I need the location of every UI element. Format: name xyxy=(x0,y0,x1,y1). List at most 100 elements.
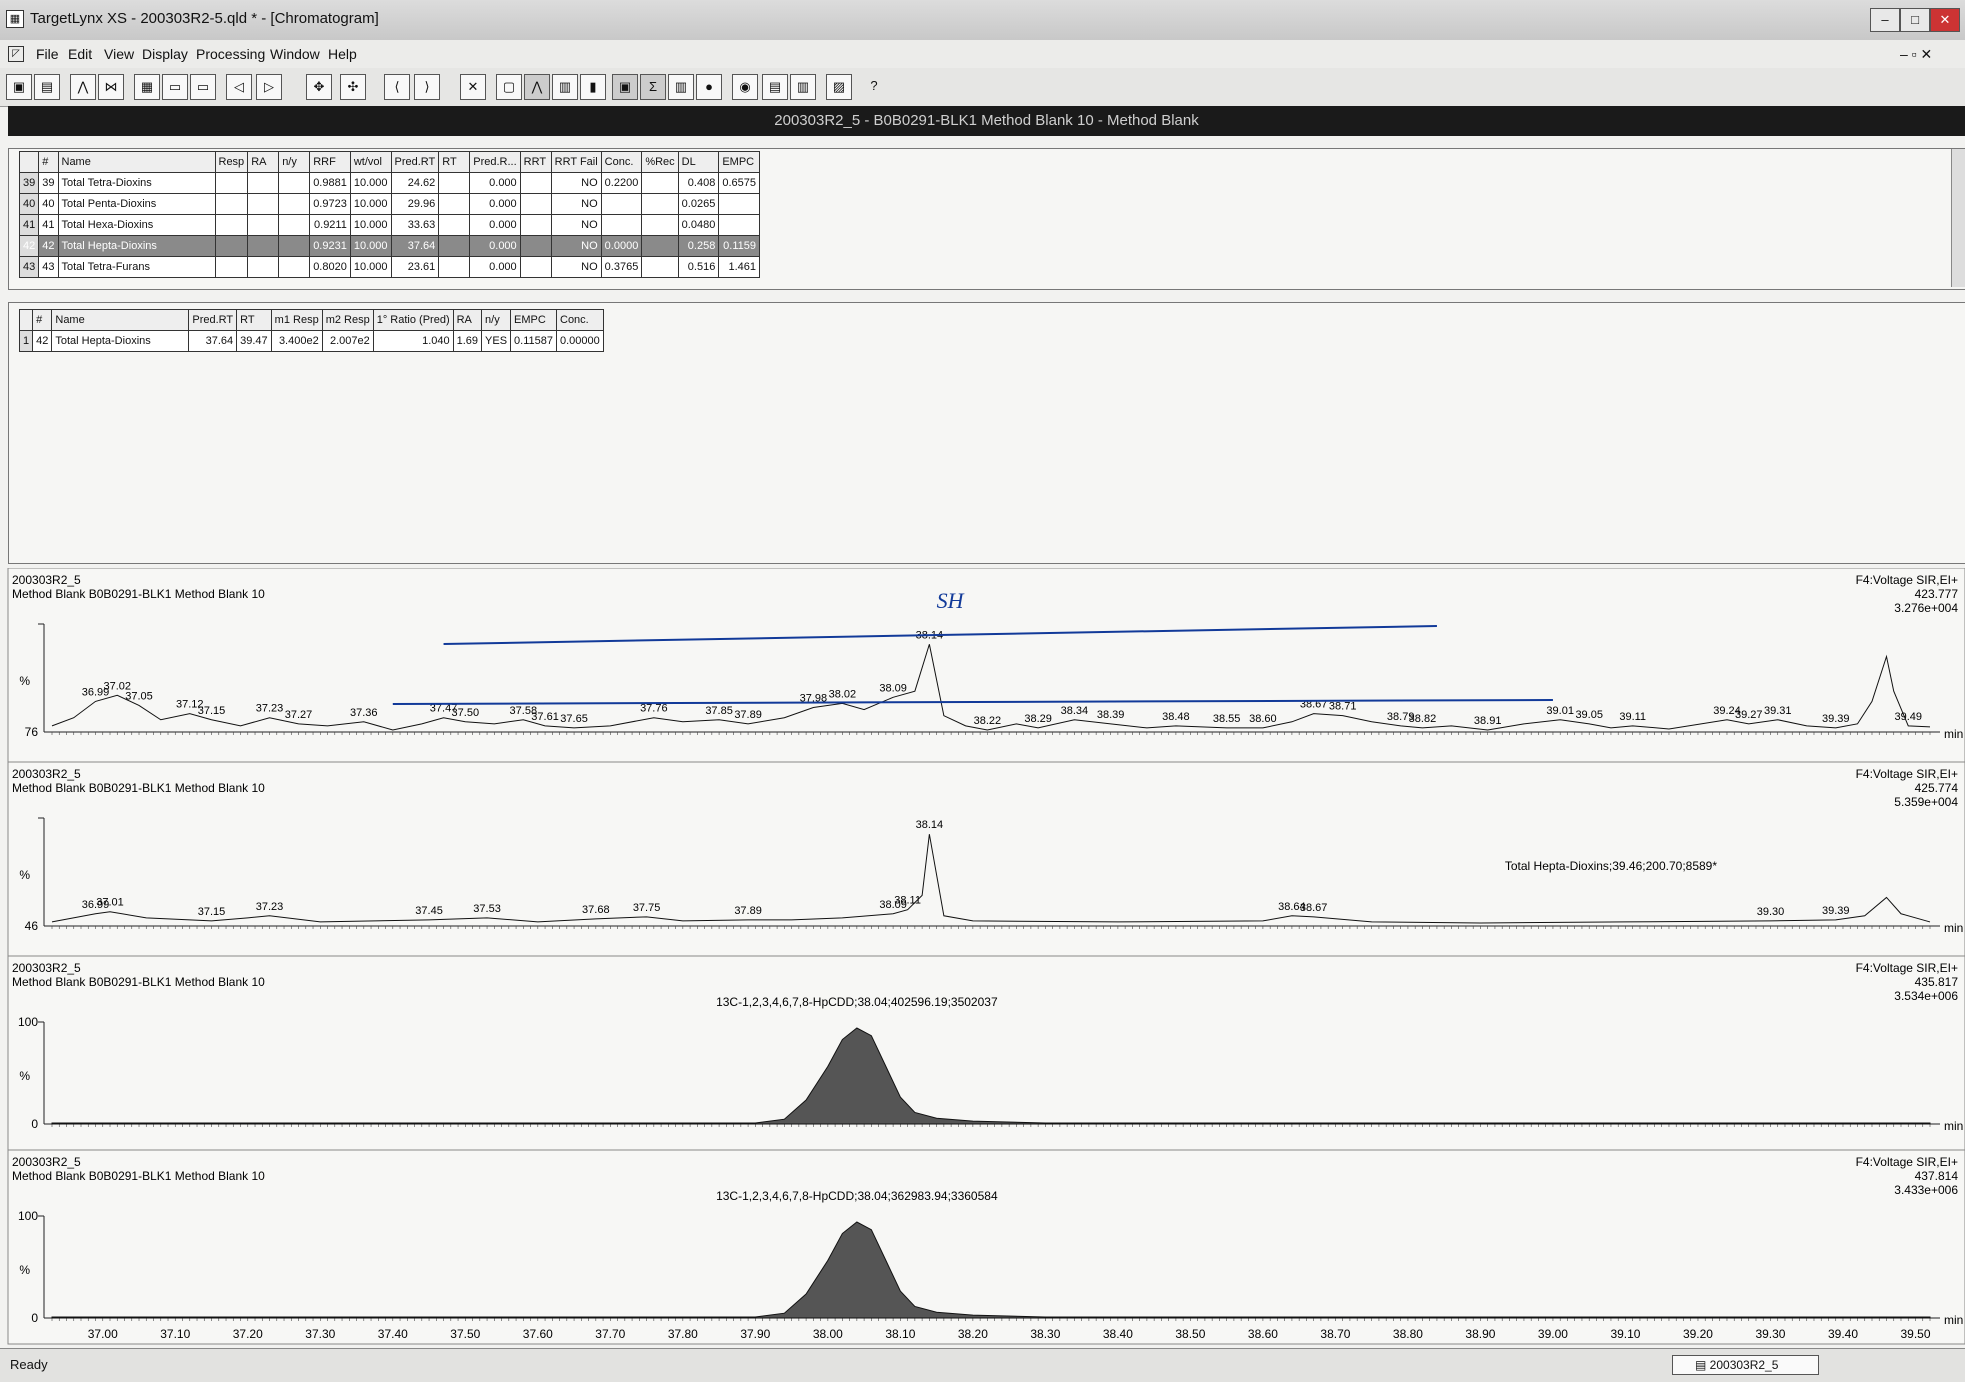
menu-help[interactable]: Help xyxy=(328,46,357,62)
menu-display[interactable]: Display xyxy=(142,46,188,62)
print-icon[interactable]: ▨ xyxy=(826,74,852,100)
column-header[interactable]: RA xyxy=(452,309,483,331)
bracket-left-icon[interactable]: ⟨ xyxy=(384,74,410,100)
layout-icon[interactable]: ▣ xyxy=(612,74,638,100)
column-header[interactable]: Name xyxy=(57,151,216,173)
column-header[interactable]: wt/vol xyxy=(349,151,392,173)
peak-label: 38.09 xyxy=(879,899,907,911)
column-header[interactable]: m2 Resp xyxy=(321,309,374,331)
table-row[interactable]: 42 42 Total Hepta-Dioxins 0.9231 10.000 37.64… xyxy=(18,235,760,257)
column-header[interactable]: DL xyxy=(677,151,720,173)
column-header[interactable]: EMPC xyxy=(510,309,557,331)
chromatogram-icon[interactable]: ⋀ xyxy=(524,74,550,100)
row-number[interactable]: 43 xyxy=(18,256,40,278)
save-icon[interactable]: ▤ xyxy=(34,74,60,100)
column-header[interactable]: # xyxy=(32,309,53,331)
monitor-icon[interactable]: ▭ xyxy=(190,74,216,100)
table-cell: Total Tetra-Dioxins xyxy=(57,172,216,194)
table-row[interactable]: 39 39 Total Tetra-Dioxins 0.9881 10.000 24.62… xyxy=(18,172,760,194)
peak-label: 37.98 xyxy=(800,693,828,705)
table-row[interactable]: 43 43 Total Tetra-Furans 0.8020 10.000 23.61 0… xyxy=(18,256,760,278)
column-header[interactable]: RT xyxy=(236,309,272,331)
menu-processing[interactable]: Processing xyxy=(196,46,266,62)
column-header[interactable]: Conc. xyxy=(556,309,604,331)
column-header[interactable]: %Rec xyxy=(641,151,679,173)
next-icon[interactable]: ▷ xyxy=(256,74,282,100)
table-row[interactable]: 41 41 Total Hexa-Dioxins 0.9211 10.000 33.63 0… xyxy=(18,214,760,236)
menu-edit[interactable]: Edit xyxy=(68,46,93,62)
spectrum-icon[interactable]: ▥ xyxy=(552,74,578,100)
column-header[interactable]: EMPC xyxy=(718,151,760,173)
column-header[interactable]: RRT Fail xyxy=(550,151,602,173)
table-cell xyxy=(247,172,280,194)
screen-icon[interactable]: ▭ xyxy=(162,74,188,100)
peak-label: 38.71 xyxy=(1329,701,1357,713)
document-menu-icon[interactable]: ◸ xyxy=(8,46,24,62)
table-cell: 0.2200 xyxy=(600,172,643,194)
results-scrollbar[interactable] xyxy=(1951,149,1965,287)
disc-icon[interactable]: ◉ xyxy=(732,74,758,100)
prev-icon[interactable]: ◁ xyxy=(226,74,252,100)
globe-icon[interactable]: ● xyxy=(696,74,722,100)
minimize-button[interactable]: – xyxy=(1870,8,1900,32)
peak-icon[interactable]: ⋈ xyxy=(98,74,124,100)
table-cell xyxy=(519,193,552,215)
menu-file[interactable]: File xyxy=(36,46,59,62)
annotation-line xyxy=(443,625,1437,645)
window-icon[interactable]: ▢ xyxy=(496,74,522,100)
column-header[interactable]: m1 Resp xyxy=(270,309,323,331)
column-header[interactable]: # xyxy=(38,151,59,173)
menu-window[interactable]: Window xyxy=(270,46,320,62)
panel-mass: 423.777 xyxy=(1915,587,1959,601)
row-number[interactable]: 40 xyxy=(18,193,40,215)
column-header[interactable]: n/y xyxy=(278,151,311,173)
table-row[interactable]: 1 42 Total Hepta-Dioxins 37.64 39.47 3.400e2 2… xyxy=(18,330,604,352)
peak-label: 38.64 xyxy=(1278,901,1306,913)
mdi-minimize-button[interactable]: – ▫ ✕ xyxy=(1900,46,1933,62)
close-button[interactable]: ✕ xyxy=(1930,8,1960,32)
table-row[interactable]: 40 40 Total Penta-Dioxins 0.9723 10.000 29.96… xyxy=(18,193,760,215)
bracket-right-icon[interactable]: ⟩ xyxy=(414,74,440,100)
column-header[interactable]: RRT xyxy=(519,151,552,173)
peak-label: 39.30 xyxy=(1757,906,1785,918)
document-tab[interactable]: ▤ 200303R2_5 xyxy=(1672,1355,1820,1375)
column-header[interactable]: Resp xyxy=(214,151,249,173)
row-number[interactable]: 39 xyxy=(18,172,40,194)
column-header[interactable]: n/y xyxy=(481,309,512,331)
bar-icon[interactable]: ▮ xyxy=(580,74,606,100)
column-header[interactable]: Conc. xyxy=(600,151,643,173)
integrate-icon[interactable]: ⋀ xyxy=(70,74,96,100)
peak-label: 37.02 xyxy=(103,680,131,692)
move-icon[interactable]: ✥ xyxy=(306,74,332,100)
column-header[interactable]: Pred.RT xyxy=(390,151,440,173)
column-header[interactable]: RA xyxy=(247,151,280,173)
table-icon[interactable]: ▦ xyxy=(134,74,160,100)
cross-icon[interactable]: ✕ xyxy=(460,74,486,100)
column-header[interactable]: 1° Ratio (Pred) xyxy=(372,309,454,331)
sum-icon[interactable]: Σ xyxy=(640,74,666,100)
split-h-icon[interactable]: ▤ xyxy=(762,74,788,100)
help-icon[interactable]: ? xyxy=(870,78,878,93)
move-down-icon[interactable]: ✣ xyxy=(340,74,366,100)
columns-icon[interactable]: ▥ xyxy=(668,74,694,100)
maximize-button[interactable]: □ xyxy=(1900,8,1930,32)
column-header[interactable]: Pred.R... xyxy=(469,151,521,173)
column-header[interactable]: RT xyxy=(438,151,471,173)
row-number[interactable]: 41 xyxy=(18,214,40,236)
column-header[interactable]: Name xyxy=(51,309,190,331)
table-cell: 0.0265 xyxy=(677,193,720,215)
row-number[interactable]: 1 xyxy=(18,330,34,352)
row-number[interactable]: 42 xyxy=(18,235,40,257)
column-header[interactable]: RRF xyxy=(309,151,351,173)
table-cell: 33.63 xyxy=(390,214,440,236)
column-header[interactable]: Pred.RT xyxy=(188,309,238,331)
peak-label: 37.36 xyxy=(350,707,378,719)
open-icon[interactable]: ▣ xyxy=(6,74,32,100)
split-v-icon[interactable]: ▥ xyxy=(790,74,816,100)
menu-view[interactable]: View xyxy=(104,46,135,62)
